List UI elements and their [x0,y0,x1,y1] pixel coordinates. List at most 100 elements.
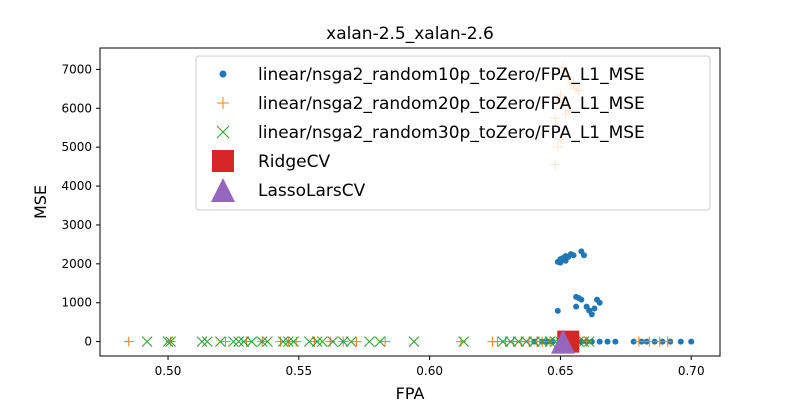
data-point [228,336,239,347]
data-point [201,336,213,347]
data-point [588,311,595,318]
data-point [604,338,611,345]
data-point [277,336,289,347]
data-point [214,336,226,347]
data-point [528,336,540,347]
y-tick-label: 3000 [61,218,92,232]
data-point [505,336,517,347]
data-point [581,336,592,347]
plot-frame [99,47,721,357]
data-point [256,336,268,347]
data-point [688,338,695,345]
y-tick-label: 1000 [61,296,92,310]
data-point [570,252,577,259]
legend-marker [212,150,234,172]
x-tick-label: 0.60 [416,364,443,378]
data-point [291,336,302,347]
series-5 [551,329,576,354]
legend-label: linear/nsga2_random30p_toZero/FPA_L1_MSE [258,123,645,143]
plot-area [123,62,695,354]
data-point [458,336,469,347]
data-point [578,296,585,303]
legend-marker [216,125,230,139]
series-3 [141,336,595,347]
y-axis: 0 1000 2000 3000 4000 5000 6000 7000 [61,62,100,349]
legend-label: LassoLarsCV [258,181,366,201]
data-point [596,299,603,306]
data-point [536,336,548,347]
data-point [162,336,174,347]
data-point [123,336,134,347]
data-point [456,336,467,347]
y-tick-label: 6000 [61,101,92,115]
data-point [303,336,315,347]
data-point [246,336,258,347]
data-point [578,336,590,347]
data-point [596,338,603,345]
data-point [374,336,386,347]
data-point [345,336,357,347]
data-point [633,336,644,347]
data-point [408,336,420,347]
data-point [327,336,339,347]
data-point [662,336,673,347]
data-point [630,338,637,345]
data-point [580,252,587,259]
data-point [241,336,252,347]
data-point [165,336,176,347]
legend-marker [217,97,229,109]
legend-item: linear/nsga2_random30p_toZero/FPA_L1_MSE [216,123,645,143]
data-point [521,336,532,347]
legend-item: LassoLarsCV [211,178,366,202]
legend-marker [211,178,235,202]
legend-box [195,55,711,211]
y-axis-label: MSE [31,185,50,219]
data-point [554,307,561,314]
data-point [497,336,509,347]
y-tick-label: 7000 [61,62,92,76]
data-point [591,305,598,312]
y-tick-label: 4000 [61,179,92,193]
x-tick-label: 0.50 [155,364,182,378]
data-point [309,336,320,347]
data-point [141,336,153,347]
x-tick-label: 0.70 [678,364,705,378]
series-1 [531,248,695,345]
legend-label: RidgeCV [258,152,330,172]
data-point [380,336,391,347]
data-point [551,329,576,354]
legend: linear/nsga2_random10p_toZero/FPA_L1_MSE… [195,55,711,211]
data-point [325,336,336,347]
legend-label: linear/nsga2_random10p_toZero/FPA_L1_MSE [258,65,645,85]
data-point [220,336,231,347]
x-axis-label: FPA [396,384,425,400]
x-tick-label: 0.55 [285,364,312,378]
data-point [196,336,208,347]
data-point [612,338,619,345]
data-point [262,336,273,347]
data-point [644,336,655,347]
legend-label: linear/nsga2_random20p_toZero/FPA_L1_MSE [258,94,645,114]
data-point [311,336,323,347]
x-tick-label: 0.65 [547,364,574,378]
data-point [317,336,328,347]
data-point [544,336,556,347]
y-tick-label: 2000 [61,257,92,271]
data-point [677,338,684,345]
data-point [651,338,658,345]
data-point [337,336,349,347]
y-tick-label: 5000 [61,140,92,154]
data-point [351,336,362,347]
legend-item: linear/nsga2_random20p_toZero/FPA_L1_MSE [217,94,645,114]
legend-item: linear/nsga2_random10p_toZero/FPA_L1_MSE [219,65,645,85]
data-point [364,336,375,347]
x-axis: 0.50 0.55 0.60 0.65 0.70 [155,356,705,378]
legend-item: RidgeCV [212,150,330,172]
data-point [513,336,524,347]
data-point [283,336,294,347]
chart-title: xalan-2.5_xalan-2.6 [326,24,494,44]
data-point [238,336,250,347]
legend-marker [219,70,227,78]
data-point [288,336,299,347]
